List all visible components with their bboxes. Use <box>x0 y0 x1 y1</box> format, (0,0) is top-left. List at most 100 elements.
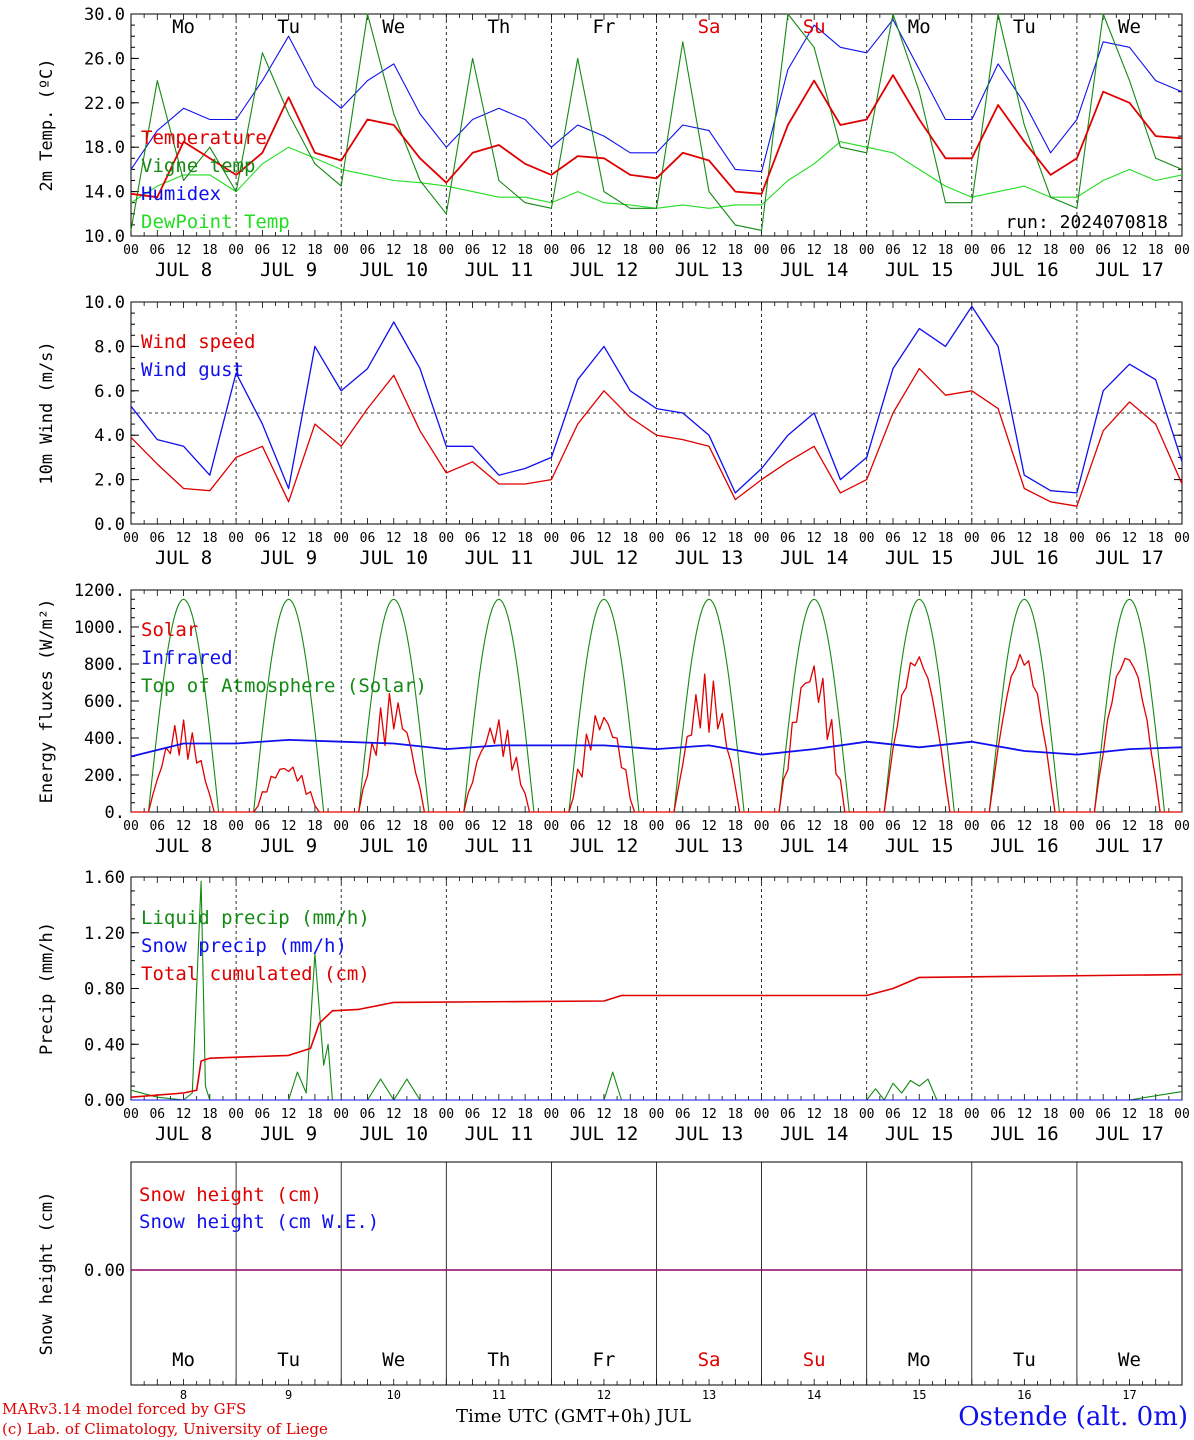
date-label: JUL 15 <box>885 259 954 281</box>
day-label: Fr <box>593 16 616 38</box>
hour-label: 18 <box>727 531 743 546</box>
date-label: JUL 10 <box>359 259 428 281</box>
y-tick-label: 0.00 <box>84 1261 125 1281</box>
hour-label: 12 <box>701 819 717 834</box>
run-label: run: 2024070818 <box>1005 212 1168 233</box>
hour-label: 12 <box>281 243 297 258</box>
hour-label: 18 <box>1043 243 1059 258</box>
hour-label: 18 <box>727 819 743 834</box>
hour-label: 00 <box>964 1107 980 1122</box>
y-tick-label: 1200. <box>74 581 125 601</box>
day-number: 14 <box>807 1388 821 1402</box>
day-label: Tu <box>277 1349 300 1371</box>
date-label: JUL 15 <box>885 547 954 569</box>
hour-label: 00 <box>333 531 349 546</box>
y-tick-label: 14.0 <box>84 183 125 203</box>
hour-label: 00 <box>1174 819 1190 834</box>
hour-label: 00 <box>333 1107 349 1122</box>
y-tick-label: 8.0 <box>94 337 125 357</box>
hour-label: 00 <box>123 531 139 546</box>
y-tick-label: 30.0 <box>84 5 125 25</box>
hour-label: 18 <box>307 531 323 546</box>
hour-label: 06 <box>570 243 586 258</box>
date-label: JUL 9 <box>260 1123 317 1145</box>
day-number: 9 <box>285 1388 292 1402</box>
day-label: Su <box>803 1349 826 1371</box>
hour-label: 06 <box>780 819 796 834</box>
series-humidex <box>130 19 1183 173</box>
hour-label: 00 <box>754 819 770 834</box>
date-label: JUL 12 <box>570 835 639 857</box>
hour-label: 00 <box>438 819 454 834</box>
date-label: JUL 14 <box>780 259 849 281</box>
hour-label: 18 <box>833 243 849 258</box>
date-label: JUL 8 <box>155 547 212 569</box>
hour-label: 18 <box>307 1107 323 1122</box>
hour-label: 00 <box>859 1107 875 1122</box>
hour-label: 06 <box>885 243 901 258</box>
hour-label: 00 <box>228 1107 244 1122</box>
hour-label: 06 <box>255 531 271 546</box>
date-label: JUL 16 <box>990 1123 1059 1145</box>
y-tick-label: 200. <box>84 766 125 786</box>
hour-label: 18 <box>1043 531 1059 546</box>
day-label: Mo <box>908 16 931 38</box>
day-label: Sa <box>698 16 721 38</box>
hour-label: 00 <box>544 819 560 834</box>
hour-label: 00 <box>964 531 980 546</box>
y-axis-label: Energy fluxes (W/m²) <box>37 599 57 804</box>
hour-label: 00 <box>333 819 349 834</box>
hour-label: 00 <box>438 1107 454 1122</box>
day-label: Th <box>487 16 510 38</box>
legend-entry: Wind speed <box>141 331 255 353</box>
day-label: Su <box>803 16 826 38</box>
hour-label: 06 <box>149 243 165 258</box>
y-tick-label: 0.00 <box>84 1091 125 1111</box>
y-tick-label: 10.0 <box>84 227 125 247</box>
hour-label: 18 <box>1148 243 1164 258</box>
hour-label: 06 <box>1095 243 1111 258</box>
day-label: Mo <box>172 1349 195 1371</box>
hour-label: 12 <box>596 1107 612 1122</box>
hour-label: 18 <box>622 819 638 834</box>
hour-label: 12 <box>281 1107 297 1122</box>
hour-label: 12 <box>386 819 402 834</box>
hour-label: 12 <box>806 819 822 834</box>
hour-label: 00 <box>649 819 665 834</box>
y-tick-label: 22.0 <box>84 94 125 114</box>
x-axis-title: Time UTC (GMT+0h) JUL <box>456 1406 691 1427</box>
hour-label: 00 <box>228 531 244 546</box>
hour-label: 18 <box>622 531 638 546</box>
hour-label: 00 <box>123 1107 139 1122</box>
hour-label: 00 <box>438 531 454 546</box>
hour-label: 12 <box>911 1107 927 1122</box>
hour-label: 06 <box>675 243 691 258</box>
hour-label: 12 <box>596 531 612 546</box>
date-label: JUL 9 <box>260 835 317 857</box>
hour-label: 12 <box>386 531 402 546</box>
hour-label: 06 <box>885 531 901 546</box>
hour-label: 12 <box>1122 243 1138 258</box>
hour-label: 00 <box>1069 243 1085 258</box>
hour-label: 00 <box>754 1107 770 1122</box>
hour-label: 18 <box>517 531 533 546</box>
hour-label: 18 <box>517 243 533 258</box>
date-label: JUL 14 <box>780 1123 849 1145</box>
day-label: Tu <box>1013 16 1036 38</box>
series-wind-gust <box>130 305 1183 494</box>
hour-label: 00 <box>964 819 980 834</box>
date-label: JUL 13 <box>675 835 744 857</box>
legend-entry: Humidex <box>141 183 221 205</box>
date-label: JUL 11 <box>465 259 534 281</box>
hour-label: 12 <box>806 531 822 546</box>
legend-entry: Vigne temp <box>141 155 255 177</box>
date-label: JUL 12 <box>570 1123 639 1145</box>
day-label: Tu <box>277 16 300 38</box>
hour-label: 18 <box>833 531 849 546</box>
date-label: JUL 12 <box>570 547 639 569</box>
hour-label: 00 <box>123 819 139 834</box>
hour-label: 06 <box>885 1107 901 1122</box>
hour-label: 12 <box>911 819 927 834</box>
hour-label: 12 <box>176 819 192 834</box>
hour-label: 18 <box>202 819 218 834</box>
